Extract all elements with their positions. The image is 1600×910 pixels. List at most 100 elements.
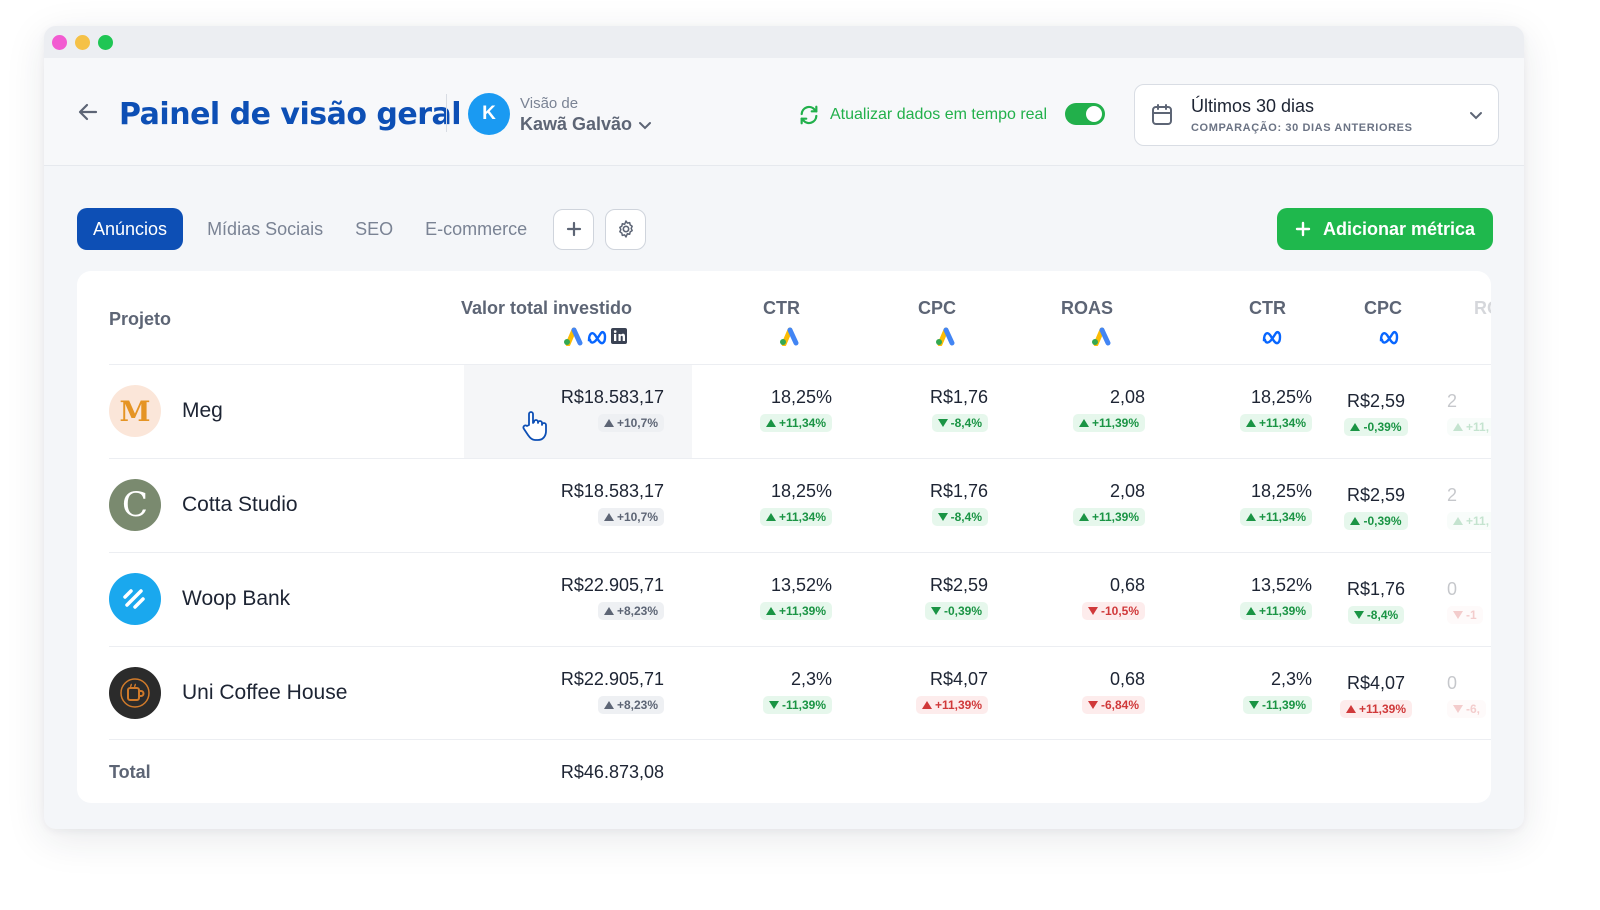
hand-cursor-icon: [522, 411, 547, 441]
date-comparison-label: COMPARAÇÃO: 30 DIAS ANTERIORES: [1191, 122, 1413, 134]
minimize-window-dot[interactable]: [75, 34, 90, 50]
tab-ecommerce[interactable]: E-commerce: [425, 218, 528, 239]
metric-cell[interactable]: 0 -6,: [1447, 673, 1491, 718]
metric-cell[interactable]: R$18.583,17 +10,7%: [484, 481, 664, 526]
metric-value: R$18.583,17: [560, 481, 664, 501]
table-row[interactable]: M Meg R$18.583,17 +10,7% 18,25% +11,34% R$…: [109, 364, 1491, 458]
trend-down-icon: [930, 607, 941, 615]
metric-value: R$1,76: [1346, 579, 1406, 599]
change-value: +11,34%: [1258, 510, 1306, 524]
change-value: +10,7%: [616, 510, 658, 524]
trend-up-icon: [1245, 513, 1256, 521]
add-metric-button[interactable]: Adicionar métrica: [1277, 208, 1493, 250]
realtime-refresh[interactable]: Atualizar dados em tempo real: [798, 104, 1047, 126]
metric-cell[interactable]: R$2,59 -0,39%: [1319, 485, 1433, 530]
user-selector[interactable]: Kawã Galvão: [520, 114, 652, 135]
metric-cell[interactable]: R$1,76 -8,4%: [808, 481, 988, 526]
maximize-window-dot[interactable]: [98, 34, 113, 50]
metric-cell[interactable]: R$4,07 +11,39%: [808, 669, 988, 714]
settings-button[interactable]: [605, 208, 647, 250]
change-value: +11,34%: [1258, 416, 1306, 430]
metric-cell[interactable]: R$1,76 -8,4%: [1319, 579, 1433, 624]
back-arrow-icon[interactable]: [76, 100, 100, 124]
metric-cell[interactable]: R$4,07 +11,39%: [1319, 673, 1433, 718]
metric-cell[interactable]: R$18.583,17 +10,7%: [484, 387, 664, 432]
change-value: -0,39%: [1363, 514, 1402, 528]
total-label: Total: [109, 762, 151, 782]
tab-midias-sociais[interactable]: Mídias Sociais: [207, 218, 324, 239]
metric-value: 0: [1447, 579, 1458, 599]
table-row[interactable]: C Cotta Studio R$18.583,17 +10,7% 18,25% +…: [109, 458, 1491, 552]
change-value: -0,39%: [943, 604, 982, 618]
add-tab-button[interactable]: [553, 208, 595, 250]
change-badge: -1: [1447, 606, 1483, 624]
trend-up-icon: [921, 701, 932, 709]
tab-seo[interactable]: SEO: [355, 218, 394, 239]
metric-cell[interactable]: 18,25% +11,34%: [652, 481, 832, 526]
metric-cell[interactable]: 18,25% +11,34%: [652, 387, 832, 432]
realtime-toggle[interactable]: [1065, 103, 1105, 125]
tab-anuncios[interactable]: Anúncios: [77, 208, 184, 250]
project-name[interactable]: Meg: [182, 399, 223, 422]
metric-cell[interactable]: 0 -1: [1447, 579, 1491, 624]
close-window-dot[interactable]: [52, 34, 67, 50]
project-name[interactable]: Woop Bank: [182, 587, 291, 610]
metric-value: R$2,59: [1346, 485, 1406, 505]
metric-cell[interactable]: R$22.905,71 +8,23%: [484, 575, 664, 620]
metric-cell[interactable]: 2,08 +11,39%: [965, 387, 1145, 432]
user-avatar[interactable]: K: [468, 93, 510, 135]
change-value: -1: [1466, 608, 1477, 622]
total-row: Total R$46.873,08: [109, 739, 1491, 803]
table-row[interactable]: Woop Bank R$22.905,71 +8,23% 13,52% +11,39…: [109, 552, 1491, 646]
column-header-ctr-google[interactable]: CTR: [763, 298, 800, 318]
column-header-roas-google[interactable]: ROAS: [1060, 298, 1113, 318]
project-logo-meg: M: [109, 385, 161, 437]
metric-value: R$4,07: [1346, 673, 1406, 693]
column-header-valor-total[interactable]: Valor total investido: [460, 298, 632, 318]
metric-cell[interactable]: 2,3% -11,39%: [1132, 669, 1312, 714]
change-badge: -0,39%: [1344, 512, 1408, 530]
trend-down-icon: [1353, 611, 1364, 619]
trend-down-icon: [1087, 701, 1098, 709]
metric-cell[interactable]: R$2,59 -0,39%: [808, 575, 988, 620]
date-range-picker[interactable]: Últimos 30 dias COMPARAÇÃO: 30 DIAS ANTE…: [1134, 84, 1499, 146]
google-ads-icon: [936, 327, 955, 346]
table-row[interactable]: Uni Coffee House R$22.905,71 +8,23% 2,3% -…: [109, 646, 1491, 740]
metric-cell[interactable]: 13,52% +11,39%: [652, 575, 832, 620]
trend-up-icon: [603, 513, 614, 521]
change-badge: +11,39%: [915, 696, 988, 714]
change-value: +11,: [1466, 514, 1490, 528]
metric-cell[interactable]: 2,3% -11,39%: [652, 669, 832, 714]
category-tabs: Anúncios Mídias Sociais SEO E-commerce: [77, 208, 647, 250]
column-header-cpc-meta[interactable]: CPC: [1363, 298, 1402, 318]
metric-cell[interactable]: R$2,59 -0,39%: [1319, 391, 1433, 436]
change-value: +11,39%: [778, 604, 826, 618]
column-header-roas-meta[interactable]: RO: [1474, 298, 1491, 318]
change-badge: +8,23%: [597, 696, 664, 714]
metric-cell[interactable]: R$22.905,71 +8,23%: [484, 669, 664, 714]
column-icons-valor-total: [562, 326, 628, 346]
metric-cell[interactable]: R$1,76 -8,4%: [808, 387, 988, 432]
metric-value: R$2,59: [1346, 391, 1406, 411]
project-name[interactable]: Cotta Studio: [182, 493, 298, 516]
metric-cell[interactable]: 18,25% +11,34%: [1132, 387, 1312, 432]
metric-cell[interactable]: 0,68 -6,84%: [965, 669, 1145, 714]
metric-value: R$1,76: [929, 387, 988, 407]
metric-cell[interactable]: 18,25% +11,34%: [1132, 481, 1312, 526]
project-name[interactable]: Uni Coffee House: [182, 681, 348, 704]
trend-down-icon: [768, 701, 779, 709]
metric-cell[interactable]: 0,68 -10,5%: [965, 575, 1145, 620]
metric-cell[interactable]: 2 +11,: [1447, 485, 1491, 530]
metric-value: 0,68: [1109, 575, 1145, 595]
column-header-cpc-google[interactable]: CPC: [917, 298, 956, 318]
coffee-cup-icon: [120, 678, 150, 708]
column-header-ctr-meta[interactable]: CTR: [1249, 298, 1286, 318]
metric-cell[interactable]: 13,52% +11,39%: [1132, 575, 1312, 620]
metric-cell[interactable]: 2,08 +11,39%: [965, 481, 1145, 526]
trend-up-icon: [1350, 517, 1361, 525]
metric-cell[interactable]: 2 +11,: [1447, 391, 1491, 436]
change-badge: -11,39%: [762, 696, 832, 714]
calendar-icon: [1152, 104, 1172, 125]
metric-value: 18,25%: [770, 481, 832, 501]
change-badge: +8,23%: [597, 602, 664, 620]
